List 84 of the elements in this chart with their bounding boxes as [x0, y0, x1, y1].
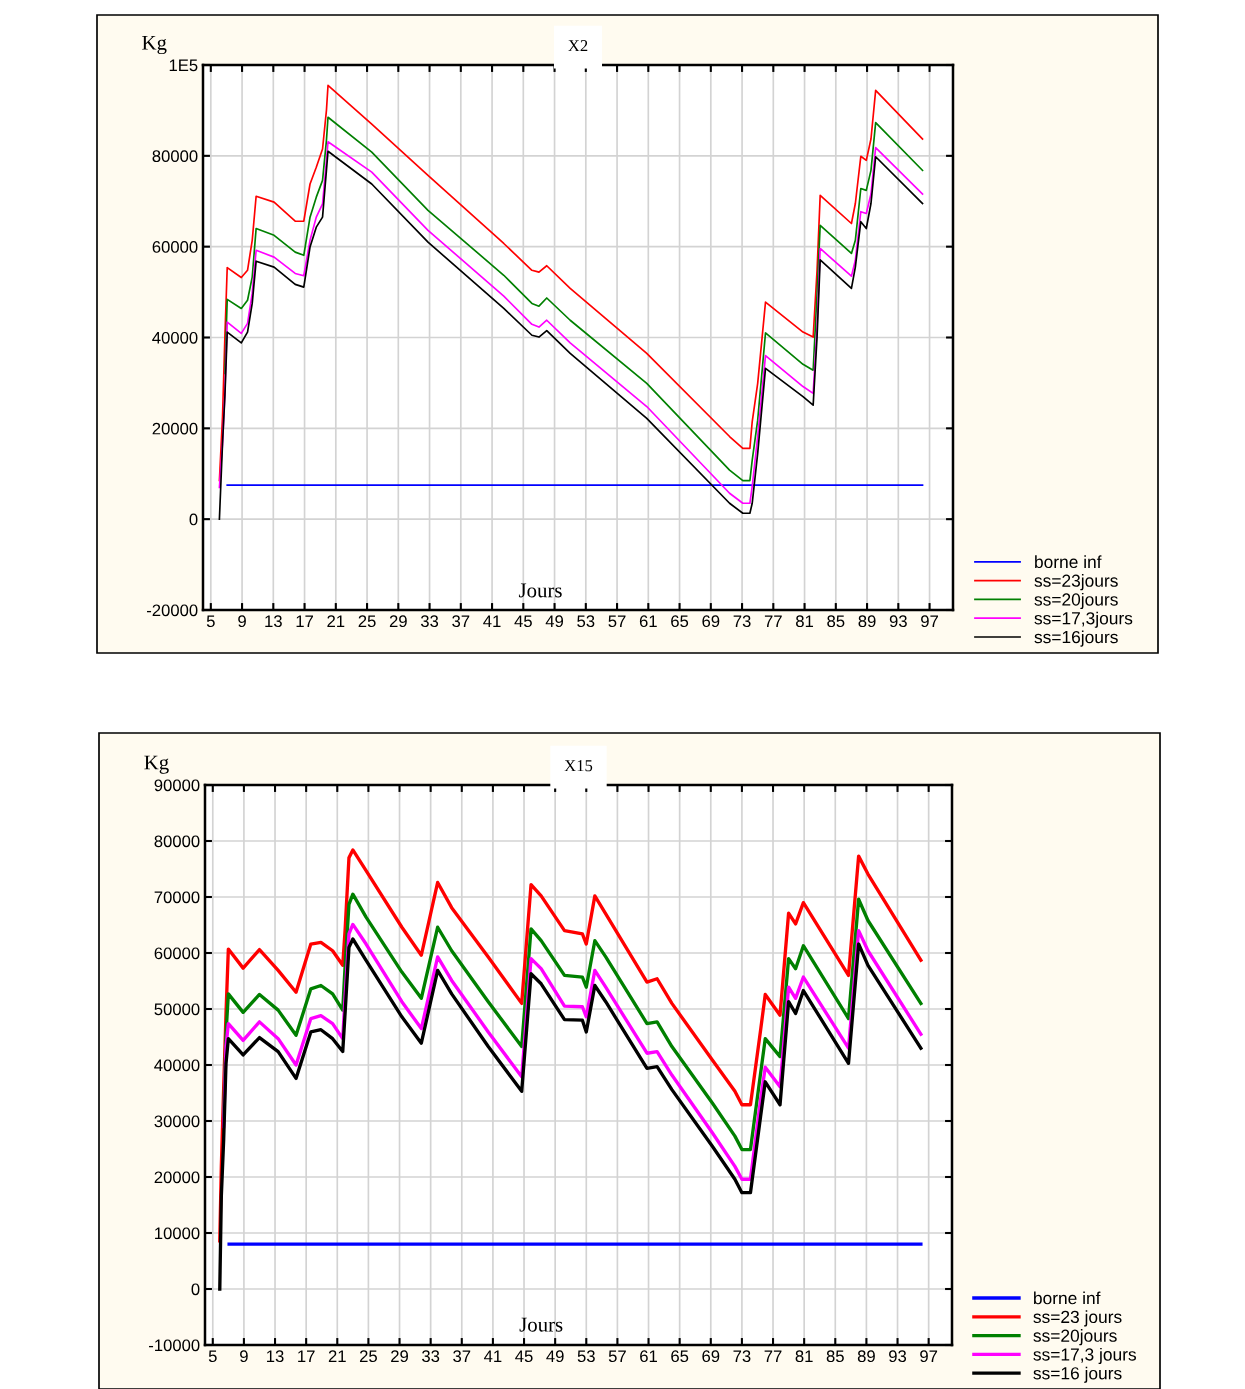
- legend-label: borne inf: [1035, 555, 1102, 569]
- x-tick-label: 37: [453, 1350, 471, 1363]
- x-tick-label: 5: [206, 615, 215, 628]
- x-tick-label: 85: [827, 615, 845, 628]
- x-tick-label: 29: [389, 615, 407, 628]
- y-tick-label: -10000: [148, 1339, 200, 1352]
- chart-title: X2: [568, 40, 588, 52]
- x-tick-label: 5: [208, 1350, 217, 1363]
- x-tick-label: 69: [702, 615, 720, 628]
- chart-title: X15: [564, 760, 593, 772]
- legend-label: ss=23 jours: [1033, 1310, 1122, 1327]
- x-tick-label: 25: [358, 615, 376, 628]
- x-tick-label: 69: [702, 1350, 720, 1363]
- y-axis-title: Kg: [144, 755, 169, 774]
- legend-label: ss=16 jours: [1033, 1366, 1122, 1383]
- y-tick-label: 80000: [154, 835, 200, 848]
- x-tick-label: 53: [577, 1350, 595, 1363]
- x-tick-label: 85: [826, 1350, 844, 1363]
- y-tick-label: 1E5: [169, 59, 198, 72]
- x-tick-label: 65: [671, 615, 689, 628]
- x-tick-label: 13: [267, 1350, 284, 1363]
- x-tick-label: 53: [577, 615, 595, 628]
- x-tick-label: 21: [328, 1350, 346, 1362]
- y-tick-label: -20000: [146, 604, 198, 617]
- x-tick-label: 77: [764, 615, 782, 627]
- legend-label: ss=20jours: [1033, 1329, 1117, 1346]
- x-tick-label: 89: [858, 615, 876, 628]
- x-tick-label: 97: [921, 615, 938, 628]
- y-tick-label: 10000: [155, 1227, 200, 1240]
- y-tick-label: 60000: [152, 241, 198, 253]
- y-tick-label: 90000: [154, 779, 200, 792]
- x-tick-label: 89: [857, 1350, 875, 1363]
- x-tick-label: 49: [545, 615, 564, 628]
- x-tick-label: 33: [420, 615, 439, 628]
- x-tick-label: 61: [639, 615, 657, 628]
- x-tick-label: 41: [483, 615, 501, 627]
- legend-label: borne inf: [1034, 1291, 1101, 1305]
- x-tick-label: 29: [391, 1350, 409, 1363]
- y-tick-label: 40000: [152, 331, 198, 344]
- x-tick-label: 77: [764, 1350, 782, 1362]
- y-axis-title: Kg: [142, 35, 167, 55]
- y-tick-label: 20000: [152, 422, 198, 435]
- y-tick-label: 20000: [154, 1171, 200, 1184]
- line-series: [222, 892, 923, 1152]
- x-tick-label: 57: [608, 615, 626, 628]
- x-tick-label: 49: [546, 1350, 564, 1363]
- y-tick-label: 0: [189, 513, 198, 526]
- y-tick-label: 60000: [154, 947, 200, 960]
- x-tick-label: 65: [671, 1350, 689, 1363]
- x-tick-label: 81: [795, 1350, 813, 1363]
- x-tick-label: 81: [796, 615, 814, 628]
- x-tick-label: 45: [515, 1350, 533, 1363]
- x-tick-label: 73: [733, 1350, 751, 1363]
- y-tick-label: 80000: [152, 150, 198, 163]
- legend-label: ss=17,3 jours: [1033, 1347, 1137, 1365]
- x-axis-title: Jours: [519, 1317, 563, 1332]
- x-tick-label: 17: [296, 615, 313, 627]
- legend-label: ss=23jours: [1034, 574, 1118, 591]
- x-tick-label: 33: [422, 1350, 440, 1363]
- x-tick-label: 61: [640, 1350, 657, 1363]
- legend-label: ss=20jours: [1034, 592, 1118, 610]
- x-tick-label: 37: [452, 615, 470, 628]
- legend-label: ss=16jours: [1034, 630, 1118, 647]
- y-tick-label: 0: [191, 1283, 200, 1296]
- x-tick-label: 21: [327, 615, 345, 627]
- x-tick-label: 13: [265, 615, 282, 628]
- x-axis-title: Jours: [518, 583, 562, 598]
- x-tick-label: 97: [920, 1350, 938, 1363]
- y-tick-label: 70000: [154, 891, 200, 904]
- x-tick-label: 73: [733, 615, 751, 628]
- x-tick-label: 45: [514, 615, 532, 628]
- x-tick-label: 41: [484, 1350, 502, 1362]
- y-tick-label: 30000: [154, 1115, 200, 1128]
- x-tick-label: 57: [608, 1350, 626, 1363]
- x-tick-label: 93: [889, 1350, 907, 1363]
- y-tick-label: 50000: [154, 1003, 200, 1016]
- legend-label: ss=17,3jours: [1034, 611, 1133, 628]
- y-tick-label: 40000: [154, 1059, 200, 1072]
- x-tick-label: 25: [359, 1350, 377, 1363]
- x-tick-label: 17: [298, 1350, 315, 1362]
- x-tick-label: 9: [238, 615, 246, 628]
- x-tick-label: 93: [889, 615, 907, 628]
- line-series: [218, 937, 923, 1291]
- x-tick-label: 9: [240, 1350, 248, 1363]
